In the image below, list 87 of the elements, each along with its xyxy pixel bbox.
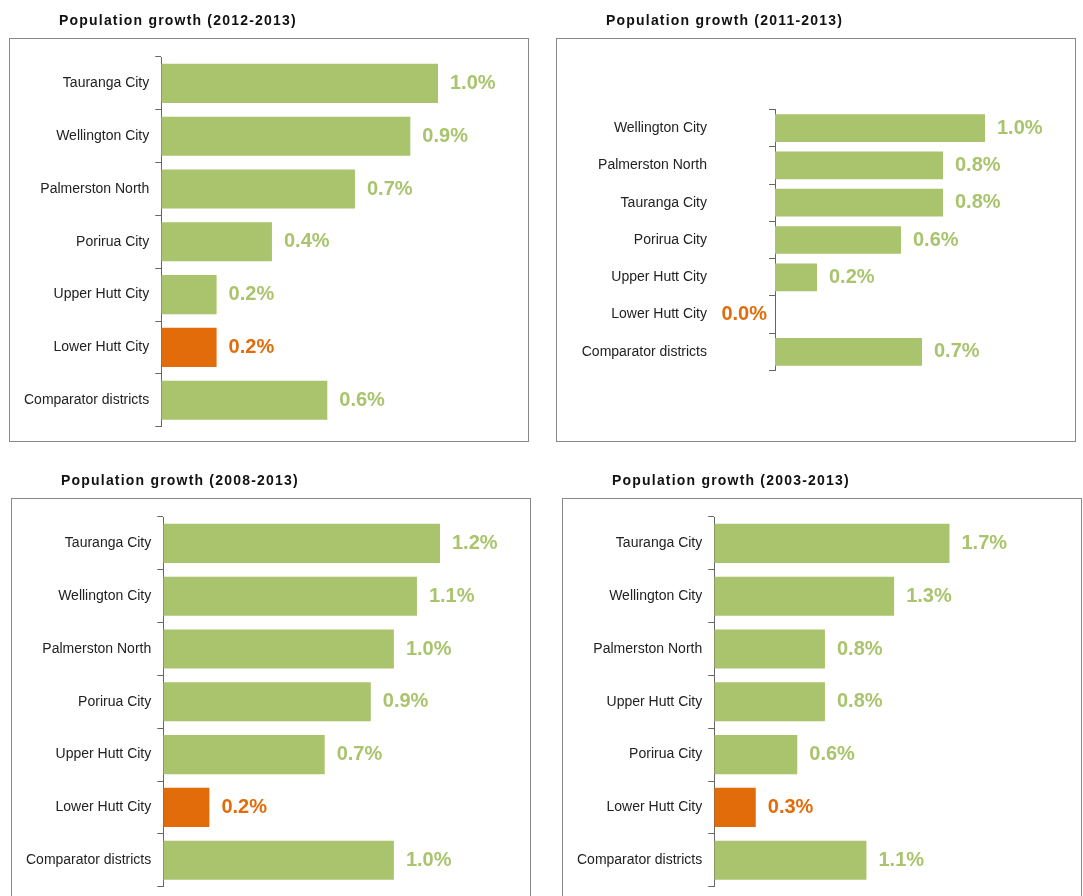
data-label: 0.8% [836,689,883,712]
bar [163,629,394,669]
bar [163,735,325,775]
data-label: 0.2% [221,794,268,817]
bar [775,188,943,217]
data-label: 0.3% [767,794,814,817]
bar [161,275,217,315]
y-tick-label: Palmerston North [593,639,703,656]
data-label: 0.6% [809,742,856,765]
y-tick-label: Lower Hutt City [611,305,707,322]
data-label: 0.8% [955,152,1001,175]
y-tick-label: Lower Hutt City [53,338,150,355]
data-label: 0.4% [283,229,330,252]
data-label: 1.3% [906,583,952,606]
y-tick-label: Wellington City [58,587,152,604]
y-tick-label: Comparator districts [576,851,703,868]
y-tick-label: Palmerston North [598,156,707,173]
y-tick-label: Tauranga City [62,74,150,91]
chart-title: Population growth (2008-2013) [61,472,300,490]
data-label: 1.0% [405,847,452,870]
y-tick-label: Porirua City [78,692,152,709]
bar [163,682,371,722]
y-tick-label: Palmerston North [40,179,150,196]
bar [163,840,394,880]
data-label: 1.0% [405,636,452,659]
y-tick-label: Tauranga City [64,534,152,551]
y-tick-label: Comparator districts [581,342,707,359]
y-tick-label: Palmerston North [42,639,152,656]
data-label: 0.9% [422,123,469,146]
y-tick-label: Porirua City [629,745,703,762]
y-tick-label: Upper Hutt City [611,268,707,285]
data-label: 0.6% [913,227,959,250]
data-label: 0.7% [934,339,980,362]
data-label: 1.0% [450,70,496,93]
y-tick-label: Lower Hutt City [55,798,152,815]
bar [163,787,210,827]
bar [714,735,798,775]
bar [714,629,825,669]
y-tick-label: Tauranga City [615,534,703,551]
y-tick-label: Upper Hutt City [53,285,150,302]
bar [714,523,950,563]
data-label: 1.0% [997,115,1043,138]
data-label: 0.2% [228,282,275,305]
bar [161,380,328,420]
y-tick-label: Upper Hutt City [606,692,703,709]
data-label: 0.2% [228,334,275,357]
chart-title: Population growth (2003-2013) [612,472,851,490]
bar [775,338,922,366]
data-label: 1.1% [428,583,475,606]
y-tick-label: Comparator districts [25,851,152,868]
bar [161,327,217,367]
y-tick-label: Wellington City [56,127,150,144]
y-tick-label: Porirua City [76,232,150,249]
data-label: 1.1% [878,847,925,870]
data-label: 0.2% [829,264,875,287]
bar [161,222,272,262]
y-tick-label: Tauranga City [620,193,707,210]
bar [775,263,817,292]
data-label: 0.9% [382,689,429,712]
bar [163,576,417,616]
y-tick-label: Wellington City [613,118,707,135]
data-label: 0.8% [836,636,883,659]
y-tick-label: Comparator districts [23,391,150,408]
data-label: 0.0% [721,302,768,325]
bar [714,682,825,722]
bar [775,151,943,180]
chart-title: Population growth (2012-2013) [59,12,298,30]
bar [161,169,355,209]
data-label: 0.8% [955,190,1001,213]
bar [163,523,440,563]
bar [714,840,867,880]
bar [714,787,756,827]
bar [161,63,438,103]
bar [714,576,895,616]
data-label: 0.6% [339,387,386,410]
bar [775,114,985,142]
data-label: 1.2% [452,530,498,553]
bar [161,116,411,156]
data-label: 1.7% [961,530,1008,553]
data-label: 0.7% [336,742,383,765]
y-tick-label: Upper Hutt City [55,745,152,762]
y-tick-label: Lower Hutt City [606,798,703,815]
bar [775,226,901,254]
chart-title: Population growth (2011-2013) [606,12,845,30]
y-tick-label: Porirua City [633,230,707,247]
data-label: 0.7% [366,176,413,199]
y-tick-label: Wellington City [609,587,703,604]
